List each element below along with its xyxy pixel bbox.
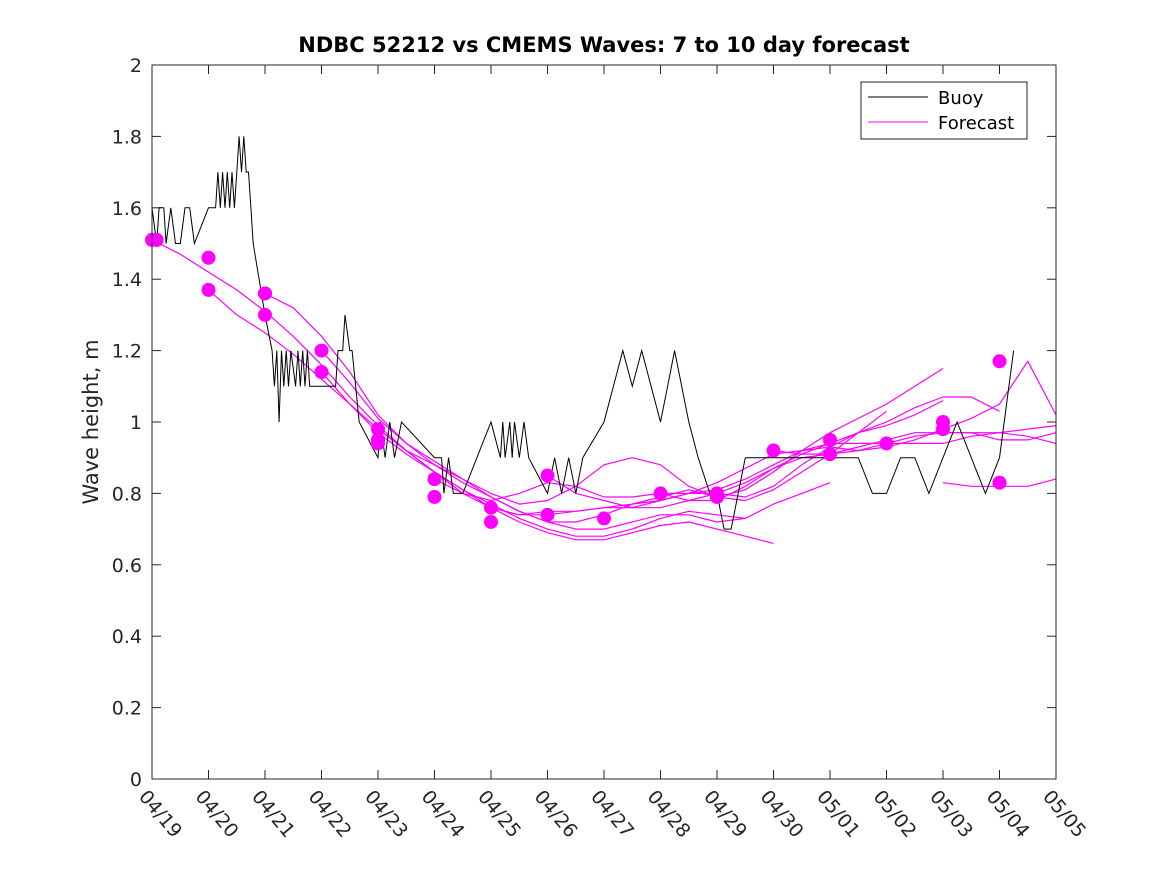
forecast-line [377, 367, 944, 505]
forecast-init-point [823, 432, 837, 447]
forecast-init-point [201, 250, 216, 265]
forecast-init-point [484, 500, 498, 515]
forecast-init-point [653, 486, 668, 501]
legend: Buoy Forecast [860, 81, 1028, 140]
forecast-init-point [371, 422, 385, 437]
forecast-init-markers [145, 232, 1007, 529]
legend-box [860, 81, 1028, 140]
forecast-init-point [766, 443, 781, 458]
chart-title: NDBC 52212 vs CMEMS Waves: 7 to 10 day f… [298, 33, 909, 57]
forecast-line [321, 371, 944, 516]
legend-buoy-label: Buoy [938, 88, 984, 109]
buoy-line [151, 136, 1015, 530]
forecast-init-point [314, 365, 329, 380]
forecast-init-point [597, 511, 611, 526]
y-tick-label: 0.4 [112, 626, 142, 648]
forecast-init-point [427, 472, 442, 487]
forecast-init-point [936, 422, 950, 437]
y-tick-label: 1.4 [112, 269, 142, 291]
forecast-init-point [258, 286, 272, 301]
y-tick-label: 0 [130, 769, 142, 791]
y-tick-label: 1 [130, 412, 142, 434]
forecast-init-point [314, 343, 329, 358]
y-tick-labels: 0 0.2 0.4 0.6 0.8 1 1.2 1.4 1.6 1.8 2 [112, 55, 142, 791]
forecast-init-point [992, 475, 1007, 490]
axes-box [151, 64, 1057, 780]
forecast-init-point [879, 436, 894, 451]
forecast-line [773, 432, 1057, 455]
y-tick-label: 0.6 [112, 555, 142, 577]
forecast-init-point [258, 307, 272, 322]
y-tick-label: 1.8 [112, 126, 142, 148]
forecast-init-point [149, 232, 164, 247]
forecast-init-point [201, 282, 216, 297]
forecast-init-point [371, 436, 385, 451]
y-axis-title: Wave height, m [79, 339, 103, 504]
forecast-line [660, 432, 1057, 494]
y-tick-label: 0.8 [112, 483, 142, 505]
forecast-init-point [710, 489, 724, 504]
forecast-init-point [540, 468, 555, 483]
buoy-series [151, 136, 1015, 530]
forecast-init-point [992, 354, 1007, 369]
y-tick-label: 2 [130, 55, 142, 77]
y-tick-label: 0.2 [112, 698, 142, 720]
forecast-init-point [540, 507, 555, 522]
forecast-init-point [823, 447, 837, 462]
legend-forecast-label: Forecast [938, 113, 1014, 134]
y-tick-label: 1.6 [112, 198, 142, 220]
forecast-init-point [484, 514, 498, 529]
y-tick-label: 1.2 [112, 341, 142, 363]
forecast-init-point [427, 489, 442, 504]
